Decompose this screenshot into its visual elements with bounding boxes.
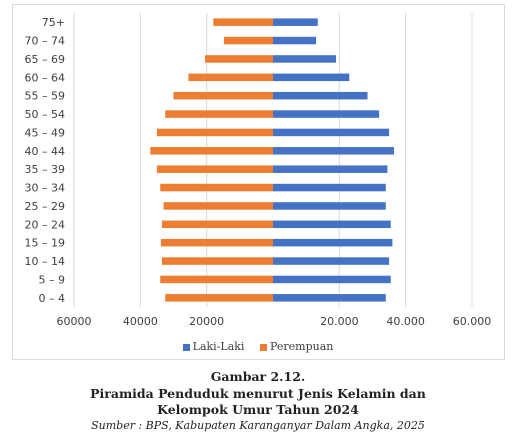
figure-title-line-1: Piramida Penduduk menurut Jenis Kelamin … (90, 386, 426, 401)
x-tick-label: 40.000 (386, 315, 425, 328)
legend-swatch-male (182, 343, 190, 351)
figure-title-line-2: Kelompok Umur Tahun 2024 (157, 402, 359, 417)
bar-male-3 (273, 238, 393, 247)
x-tick-label: 60.000 (453, 315, 492, 328)
figure-source: Sumber : BPS, Kabupaten Karanganyar Dala… (91, 419, 425, 432)
bar-male-7 (273, 165, 388, 173)
bar-male-10 (273, 110, 380, 118)
bar-male-12 (273, 73, 350, 82)
bar-female-13 (205, 55, 273, 63)
y-tick-label: 20 – 24 (25, 218, 66, 231)
bar-male-4 (273, 220, 391, 229)
y-tick-label: 30 – 34 (25, 182, 66, 195)
y-tick-label: 10 – 14 (25, 255, 66, 268)
x-tick-label: 20.000 (320, 315, 359, 328)
chart-legend: Laki-Laki Perempuan (0, 340, 516, 353)
y-tick-label: 5 – 9 (39, 273, 66, 286)
legend-label-male: Laki-Laki (192, 340, 245, 353)
population-pyramid-chart: 0 – 4 5 – 9 10 – 14 15 – 19 20 – 24 25 – 29 30… (25, 13, 492, 328)
bar-female-6 (160, 183, 273, 192)
legend-item-male: Laki-Laki (182, 340, 245, 353)
bar-male-13 (273, 55, 337, 63)
y-tick-label: 40 – 44 (25, 145, 66, 158)
bar-female-7 (156, 165, 273, 173)
bar-female-15 (213, 18, 273, 26)
bar-female-8 (150, 147, 273, 155)
bar-female-10 (165, 110, 273, 118)
y-tick-label: 60 – 64 (25, 71, 66, 84)
bar-male-6 (273, 183, 386, 192)
bar-male-2 (273, 257, 390, 265)
bar-female-1 (160, 275, 273, 284)
legend-item-female: Perempuan (259, 340, 334, 353)
bar-male-11 (273, 91, 368, 100)
y-tick-label: 55 – 59 (25, 90, 66, 103)
y-tick-label: 75+ (42, 16, 65, 29)
x-tick-label: 60000 (57, 315, 92, 328)
y-tick-label: 65 – 69 (25, 53, 66, 66)
bar-female-14 (223, 36, 273, 45)
bar-female-9 (156, 128, 273, 137)
bar-male-9 (273, 128, 390, 137)
y-tick-label: 35 – 39 (25, 163, 66, 176)
bar-female-12 (188, 73, 273, 82)
x-tick-label: 20000 (189, 315, 224, 328)
bar-female-3 (160, 238, 273, 247)
bar-female-2 (161, 257, 273, 265)
bar-female-5 (163, 202, 273, 210)
bar-male-0 (273, 294, 386, 302)
y-tick-label: 70 – 74 (25, 35, 66, 48)
bar-male-14 (273, 36, 317, 45)
legend-swatch-female (259, 343, 267, 351)
figure-number: Gambar 2.12. (210, 369, 306, 384)
y-tick-label: 45 – 49 (25, 126, 66, 139)
y-tick-label: 0 – 4 (39, 292, 66, 305)
y-tick-label: 25 – 29 (25, 200, 66, 213)
bar-female-11 (173, 91, 273, 100)
x-tick-label: 40000 (123, 315, 158, 328)
bar-female-0 (165, 294, 273, 302)
bar-male-15 (273, 18, 318, 26)
y-tick-label: 50 – 54 (25, 108, 66, 121)
bar-female-4 (161, 220, 273, 229)
y-tick-label: 15 – 19 (25, 237, 66, 250)
bar-male-1 (273, 275, 391, 284)
legend-label-female: Perempuan (269, 340, 334, 353)
bar-male-5 (273, 202, 386, 210)
bar-male-8 (273, 147, 395, 155)
